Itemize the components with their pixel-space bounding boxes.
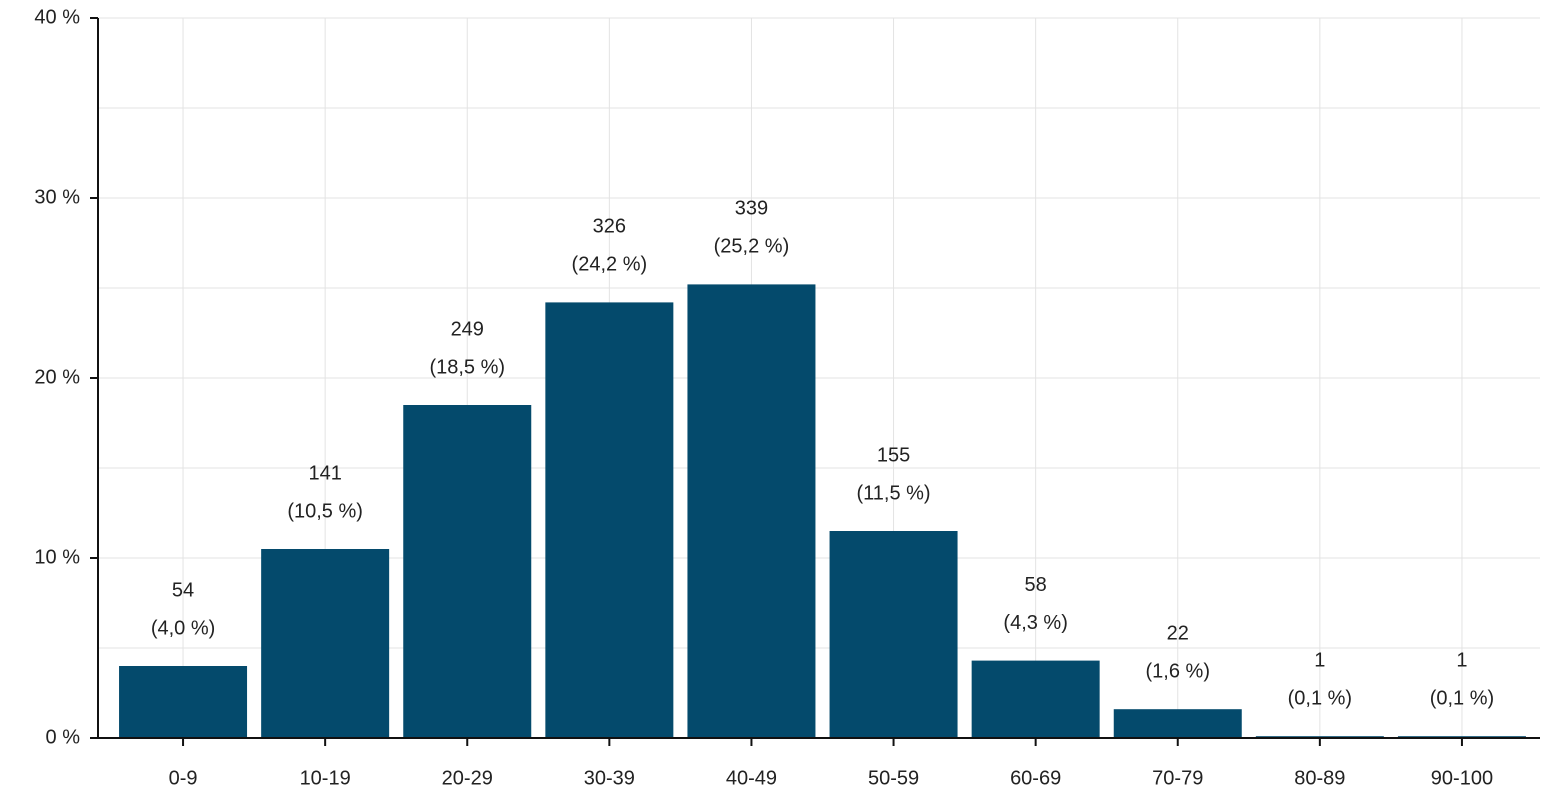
x-tick-label: 90-100 xyxy=(1431,767,1493,789)
x-tick-label: 70-79 xyxy=(1152,767,1203,789)
value-label: (4,0 %) xyxy=(151,617,215,639)
bar xyxy=(119,666,248,738)
count-label: 1 xyxy=(1456,649,1467,671)
x-tick-label: 20-29 xyxy=(442,767,493,789)
value-label: (0,1 %) xyxy=(1430,687,1494,709)
value-label: (0,1 %) xyxy=(1288,687,1352,709)
y-tick-label: 30 % xyxy=(34,186,80,208)
count-label: 58 xyxy=(1025,574,1047,596)
y-tick-label: 20 % xyxy=(34,366,80,388)
value-label: (10,5 %) xyxy=(287,500,363,522)
x-tick-label: 0-9 xyxy=(169,767,198,789)
value-label: (24,2 %) xyxy=(572,254,648,276)
bar xyxy=(403,405,532,738)
value-label: (25,2 %) xyxy=(714,236,790,258)
bar xyxy=(829,531,958,738)
count-label: 141 xyxy=(308,462,341,484)
x-tick-label: 50-59 xyxy=(868,767,919,789)
y-tick-label: 10 % xyxy=(34,546,80,568)
count-label: 1 xyxy=(1314,649,1325,671)
value-label: (18,5 %) xyxy=(429,356,505,378)
count-label: 22 xyxy=(1167,622,1189,644)
count-label: 155 xyxy=(877,444,910,466)
bar xyxy=(687,284,816,738)
bar xyxy=(261,549,390,738)
x-tick-label: 60-69 xyxy=(1010,767,1061,789)
count-label: 339 xyxy=(735,198,768,220)
x-tick-label: 80-89 xyxy=(1294,767,1345,789)
x-tick-label: 40-49 xyxy=(726,767,777,789)
bar xyxy=(545,302,674,738)
count-label: 54 xyxy=(172,579,194,601)
bar xyxy=(1113,709,1242,738)
x-tick-label: 10-19 xyxy=(300,767,351,789)
value-label: (4,3 %) xyxy=(1003,612,1067,634)
value-label: (11,5 %) xyxy=(856,482,930,504)
y-tick-label: 40 % xyxy=(34,6,80,28)
y-tick-label: 0 % xyxy=(46,726,81,748)
x-tick-label: 30-39 xyxy=(584,767,635,789)
count-label: 326 xyxy=(593,216,626,238)
bar xyxy=(971,660,1100,738)
count-label: 249 xyxy=(451,318,484,340)
value-label: (1,6 %) xyxy=(1146,660,1210,682)
